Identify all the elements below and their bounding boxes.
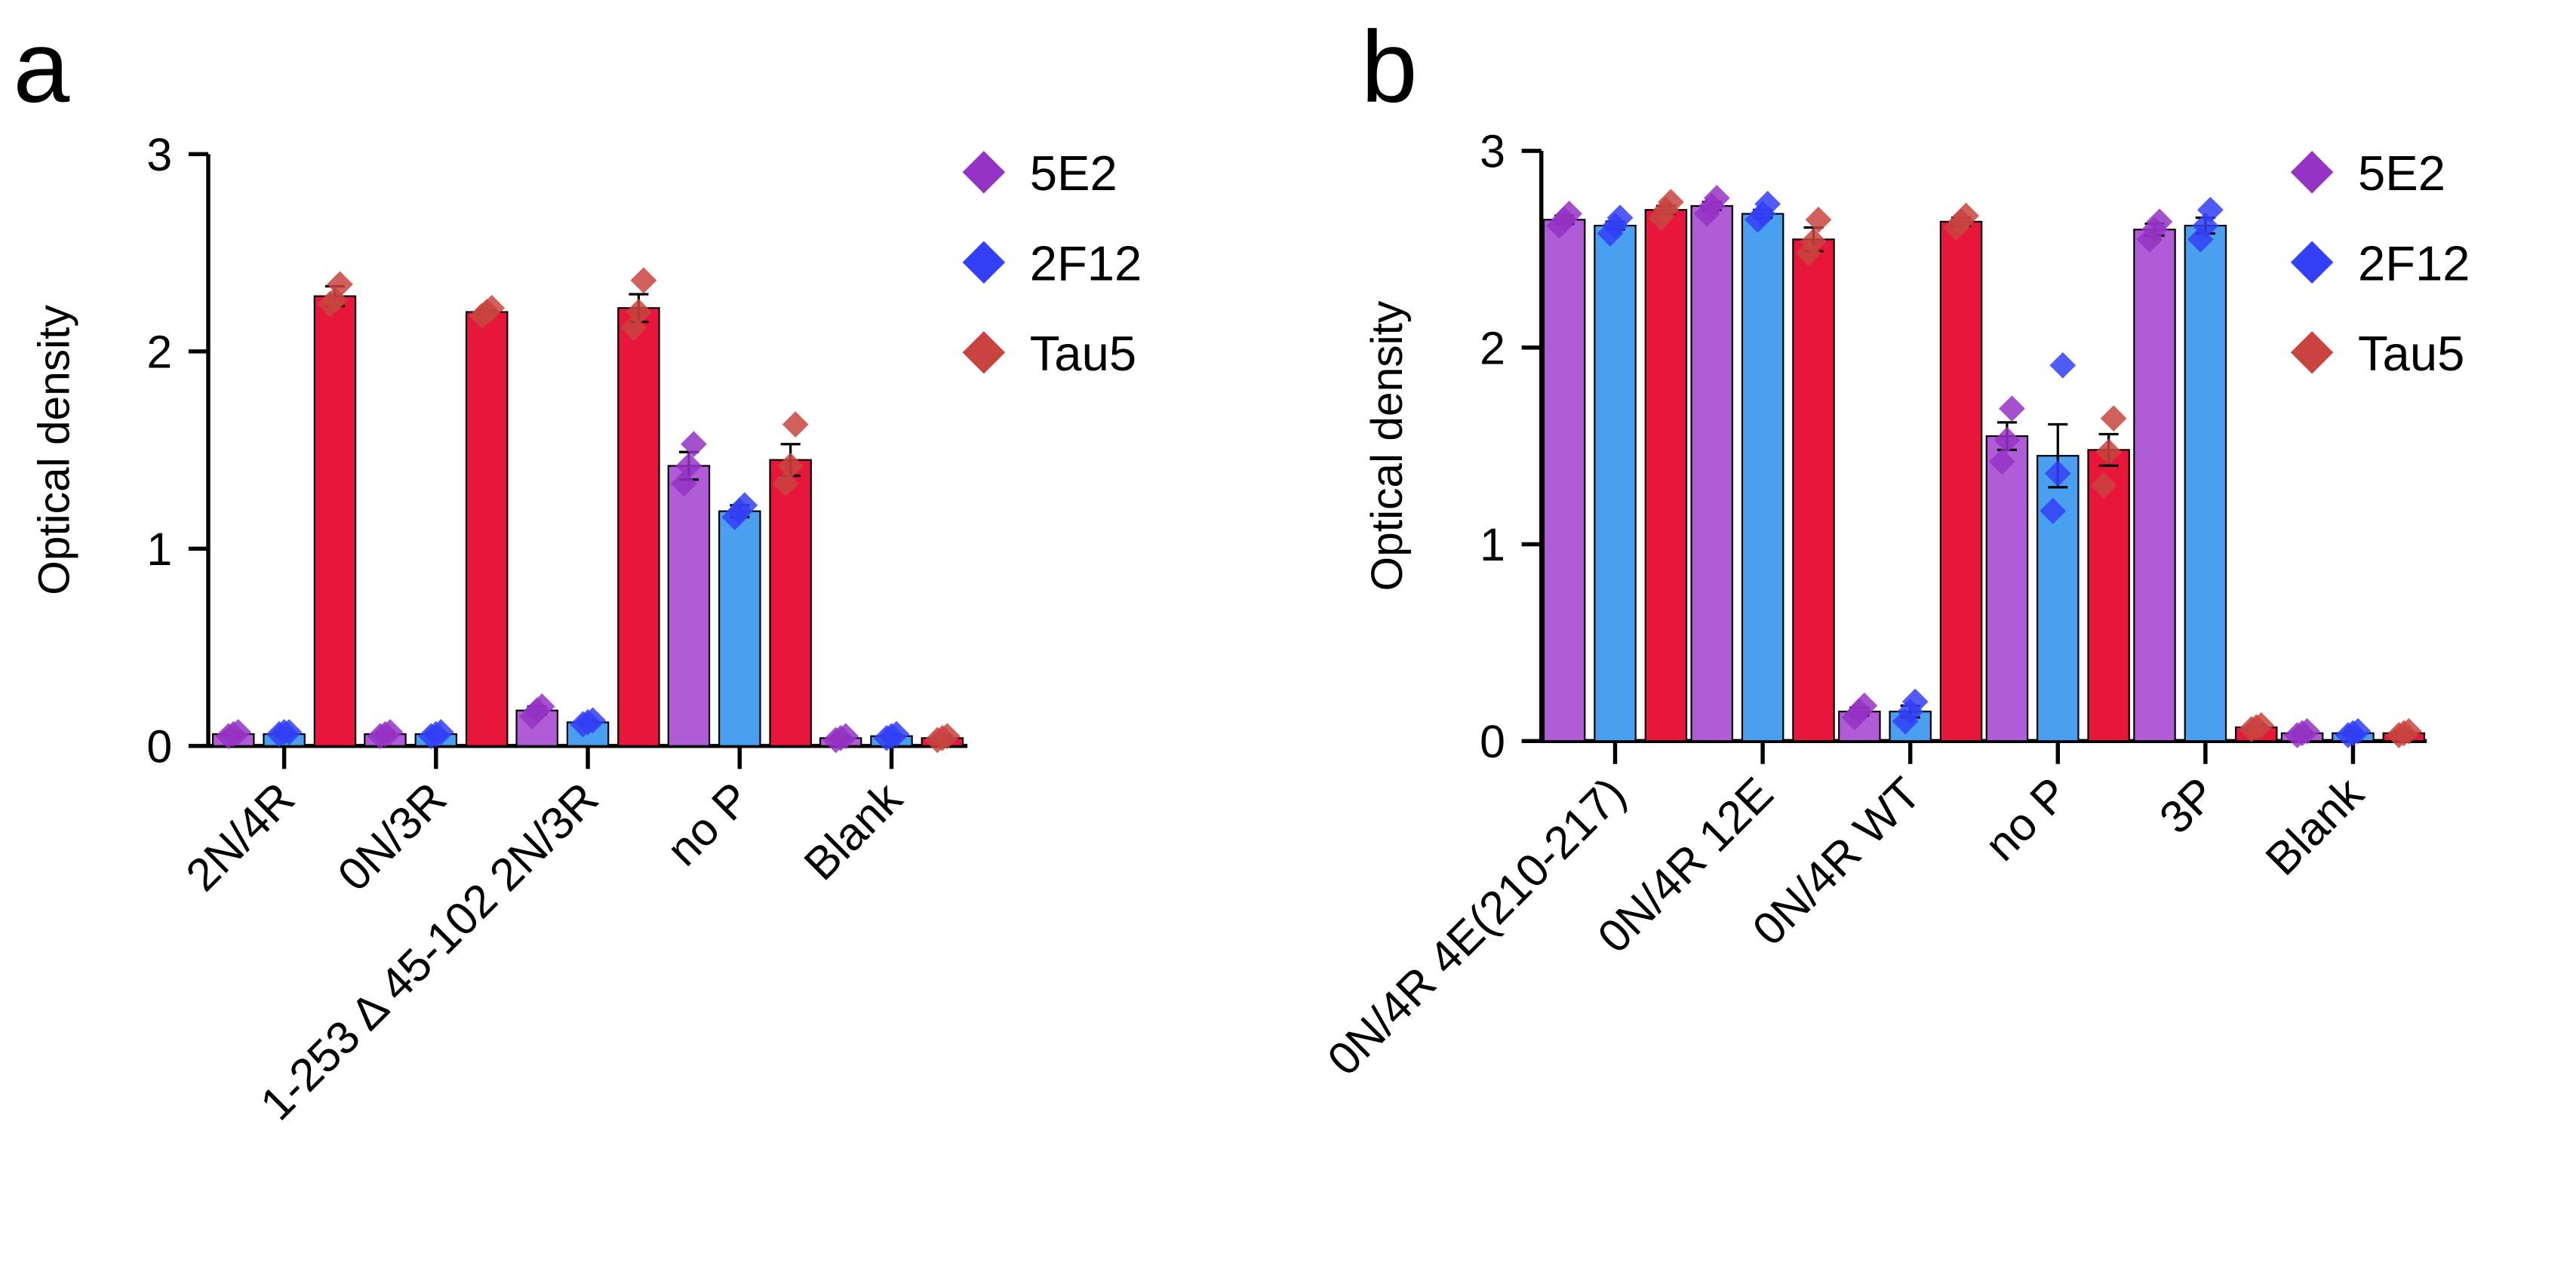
legend-label: 5E2 bbox=[1030, 146, 1117, 201]
data-point bbox=[626, 299, 652, 325]
y-tick-label: 3 bbox=[146, 129, 172, 180]
data-point bbox=[675, 453, 702, 479]
bar bbox=[1542, 219, 1586, 742]
data-point bbox=[681, 431, 707, 458]
data-point bbox=[2090, 471, 2117, 499]
bar bbox=[769, 459, 812, 747]
bar bbox=[2037, 455, 2080, 742]
data-point bbox=[1556, 201, 1583, 227]
y-tick-label: 0 bbox=[1480, 716, 1505, 767]
data-point bbox=[883, 720, 910, 748]
legend-marker bbox=[962, 241, 1006, 284]
data-point bbox=[1805, 206, 1832, 233]
data-point bbox=[772, 470, 799, 497]
bar bbox=[2133, 229, 2176, 742]
data-point bbox=[377, 719, 404, 745]
y-tick-label: 2 bbox=[146, 327, 172, 378]
y-axis-label: Optical density bbox=[29, 305, 78, 595]
legend-marker bbox=[2290, 331, 2334, 374]
legend-marker bbox=[2290, 150, 2334, 194]
x-tick-label: Blank bbox=[794, 772, 911, 889]
legend-label: Tau5 bbox=[1030, 326, 1136, 381]
data-point bbox=[2100, 405, 2127, 432]
legend-label: 2F12 bbox=[2358, 236, 2470, 291]
data-point bbox=[225, 719, 252, 745]
legend-marker bbox=[962, 150, 1006, 194]
data-point bbox=[1999, 395, 2025, 422]
x-tick-label: no P bbox=[656, 773, 760, 876]
data-point bbox=[1901, 688, 1929, 715]
data-point bbox=[934, 723, 961, 750]
data-point bbox=[1953, 202, 1979, 229]
data-point bbox=[1703, 185, 1730, 211]
data-point bbox=[1658, 189, 1684, 216]
bar bbox=[2087, 449, 2130, 742]
bar bbox=[465, 311, 509, 747]
bar bbox=[2184, 224, 2227, 742]
data-point bbox=[327, 271, 353, 298]
data-point bbox=[782, 411, 809, 438]
y-axis-label: Optical density bbox=[1363, 300, 1412, 591]
x-tick-label: 2N/4R bbox=[176, 773, 304, 901]
data-point bbox=[2049, 352, 2076, 379]
panel-label: b bbox=[1361, 10, 1418, 124]
data-point bbox=[2344, 717, 2372, 745]
data-point bbox=[731, 492, 758, 519]
bar bbox=[617, 307, 660, 747]
data-point bbox=[2248, 712, 2275, 739]
y-tick-label: 1 bbox=[1480, 519, 1505, 570]
bar bbox=[1792, 238, 1835, 742]
bar bbox=[718, 510, 761, 747]
data-point bbox=[2095, 438, 2123, 465]
data-point bbox=[579, 707, 606, 734]
x-tick-label: no P bbox=[1975, 767, 2078, 871]
bar bbox=[1985, 435, 2029, 742]
bar bbox=[1939, 220, 1983, 742]
data-point bbox=[1993, 426, 2021, 453]
data-point bbox=[2044, 460, 2071, 487]
bar bbox=[1594, 224, 1637, 742]
bar bbox=[667, 465, 711, 747]
data-point bbox=[478, 294, 506, 321]
data-point bbox=[1989, 448, 2015, 475]
y-tick-label: 2 bbox=[1480, 322, 1505, 373]
data-point bbox=[427, 719, 454, 745]
y-tick-label: 1 bbox=[146, 524, 172, 575]
data-point bbox=[832, 723, 859, 750]
data-point bbox=[1754, 190, 1781, 217]
bar bbox=[1741, 213, 1784, 742]
y-tick-label: 3 bbox=[1480, 126, 1505, 177]
x-tick-label: 0N/3R bbox=[327, 773, 456, 901]
legend-marker bbox=[962, 331, 1006, 374]
data-point bbox=[2294, 717, 2320, 745]
legend-marker bbox=[2290, 241, 2334, 284]
y-tick-label: 0 bbox=[146, 721, 172, 773]
panel-label: a bbox=[13, 10, 69, 124]
data-point bbox=[528, 693, 555, 720]
data-point bbox=[1606, 204, 1634, 232]
data-point bbox=[2395, 717, 2422, 745]
bar bbox=[1690, 204, 1734, 742]
legend-label: Tau5 bbox=[2358, 326, 2464, 381]
x-tick-label: 3P bbox=[2150, 767, 2226, 843]
data-point bbox=[1851, 692, 1878, 719]
data-point bbox=[2040, 497, 2067, 524]
bar bbox=[313, 295, 357, 747]
legend-label: 2F12 bbox=[1030, 236, 1142, 291]
x-tick-label: Blank bbox=[2255, 767, 2373, 885]
legend-label: 5E2 bbox=[2358, 146, 2445, 201]
data-point bbox=[630, 267, 657, 294]
bar bbox=[1644, 209, 1688, 742]
